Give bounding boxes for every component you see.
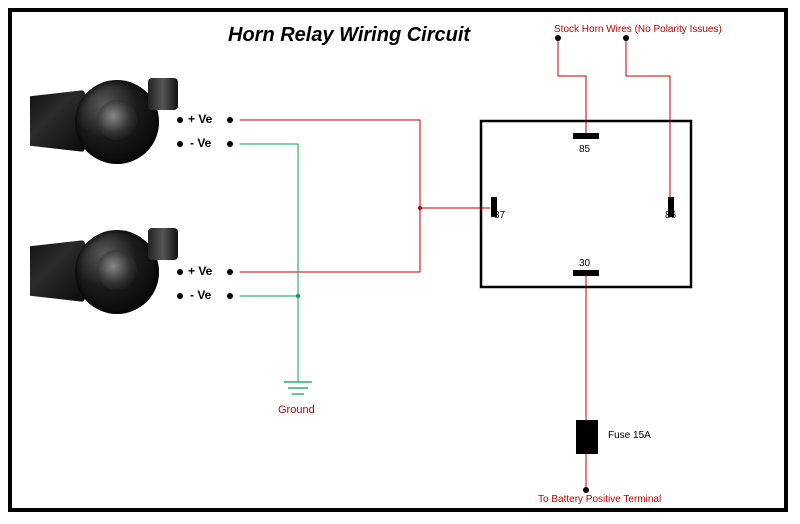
label-h1-neg: - Ve xyxy=(190,136,211,150)
ground-symbol xyxy=(284,382,312,394)
label-pin86: 86 xyxy=(665,210,676,221)
terminal-dots xyxy=(177,35,629,493)
relay-pin-30 xyxy=(573,270,599,276)
wire-87-h2p xyxy=(240,208,420,272)
label-h1-pos: + Ve xyxy=(188,112,212,126)
wire-stock-85 xyxy=(558,40,586,133)
label-pin85: 85 xyxy=(579,144,590,155)
wiring-layer xyxy=(0,0,800,524)
relay-pin-85 xyxy=(573,133,599,139)
wire-group xyxy=(240,40,670,488)
label-pin30: 30 xyxy=(579,258,590,269)
label-stock-wires: Stock Horn Wires (No Polarity Issues) xyxy=(554,24,722,35)
label-h2-neg: - Ve xyxy=(190,288,211,302)
wire-stock-86 xyxy=(626,40,670,197)
wire-87-h1p xyxy=(240,120,490,208)
fuse-block xyxy=(576,420,598,454)
label-h2-pos: + Ve xyxy=(188,264,212,278)
wire-h1n-gnd xyxy=(240,144,298,382)
label-ground: Ground xyxy=(278,404,315,416)
label-battery: To Battery Positive Terminal xyxy=(538,494,661,505)
label-pin87: 87 xyxy=(494,210,505,221)
label-fuse: Fuse 15A xyxy=(608,430,651,441)
